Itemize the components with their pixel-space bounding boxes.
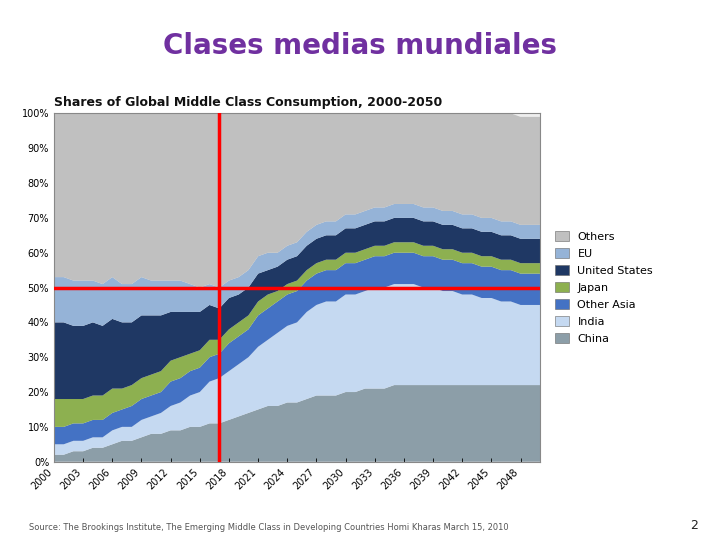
Legend: Others, EU, United States, Japan, Other Asia, India, China: Others, EU, United States, Japan, Other … [555, 232, 653, 343]
Text: Shares of Global Middle Class Consumption, 2000-2050: Shares of Global Middle Class Consumptio… [54, 97, 442, 110]
Text: Source: The Brookings Institute, The Emerging Middle Class in Developing Countri: Source: The Brookings Institute, The Eme… [29, 523, 508, 532]
Text: Clases medias mundiales: Clases medias mundiales [163, 32, 557, 60]
Text: 2: 2 [690, 519, 698, 532]
